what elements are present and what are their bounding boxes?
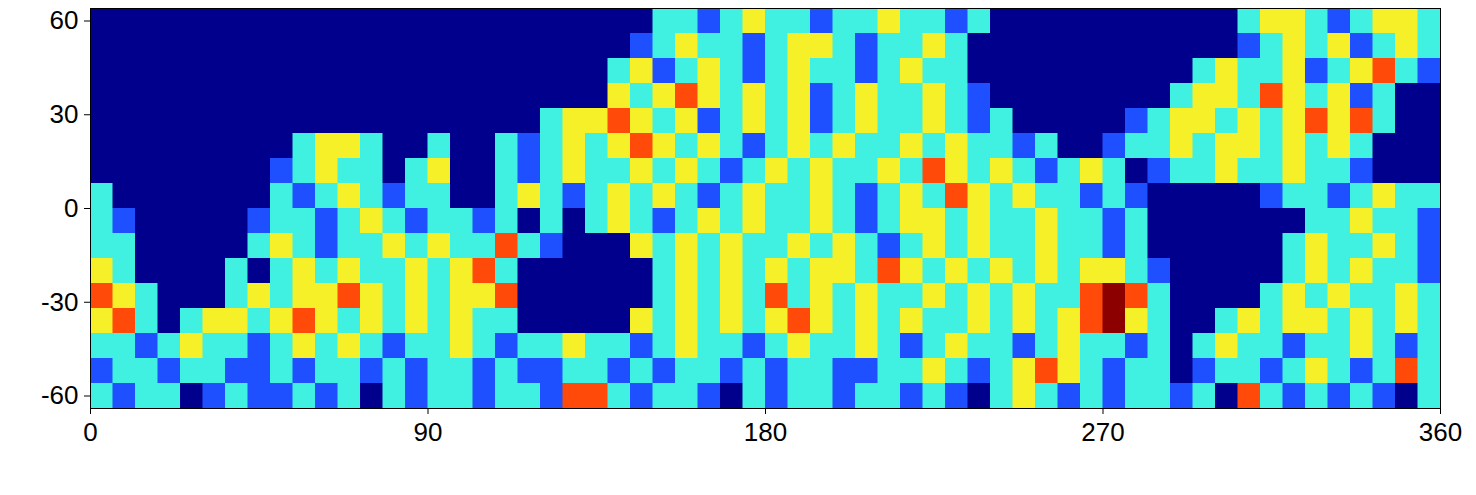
svg-text:30: 30 bbox=[50, 99, 79, 129]
svg-text:0: 0 bbox=[64, 193, 78, 223]
svg-text:-60: -60 bbox=[41, 380, 79, 410]
svg-text:90: 90 bbox=[414, 417, 443, 447]
svg-text:360: 360 bbox=[1419, 417, 1462, 447]
svg-text:0: 0 bbox=[83, 417, 97, 447]
svg-text:270: 270 bbox=[1081, 417, 1124, 447]
svg-text:180: 180 bbox=[744, 417, 787, 447]
svg-text:60: 60 bbox=[50, 5, 79, 35]
svg-text:-30: -30 bbox=[41, 287, 79, 317]
